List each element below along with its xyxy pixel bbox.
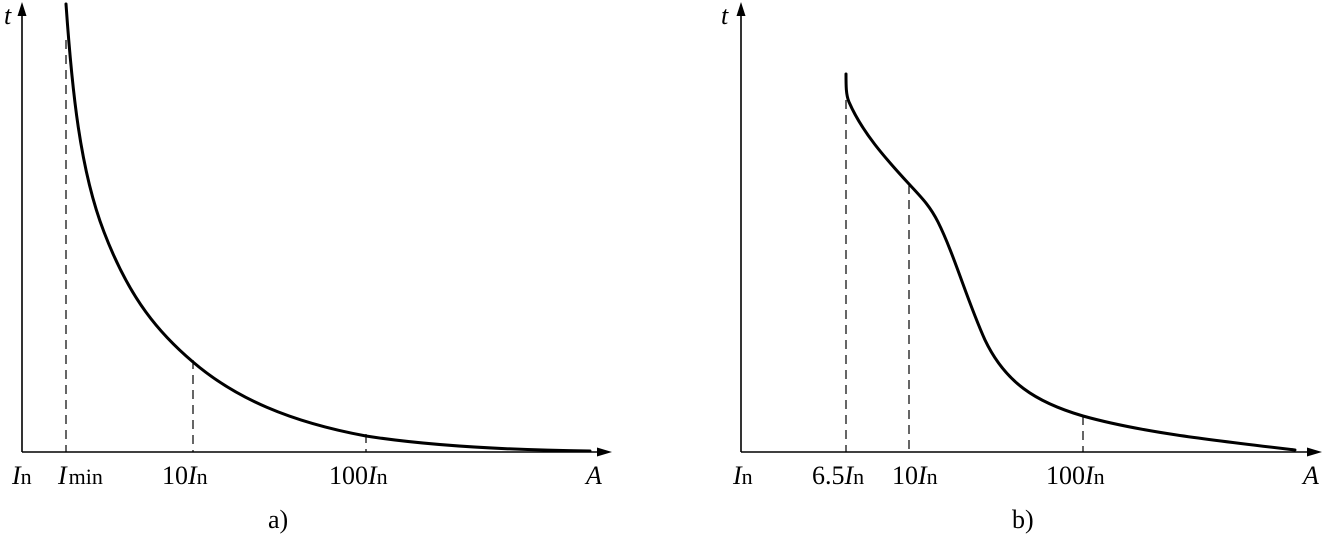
diagram-a-characteristic-curve [64, 2, 592, 453]
diagram-a-x-axis-label: A [584, 461, 602, 490]
diagram-b-tick-label-100in: 100In [1046, 461, 1105, 490]
diagram-b-tick-label-10in: 10In [892, 461, 938, 490]
diagram-b: t A In 6.5In 10In 100In b) [721, 1, 1322, 534]
diagram-b-y-axis-arrow [736, 2, 746, 16]
diagram-a-tick-label-10in: 10In [162, 461, 208, 490]
diagram-b-y-axis-label: t [721, 1, 729, 30]
diagram-a-caption: a) [268, 505, 288, 534]
diagram-b-x-axis-arrow [1307, 447, 1322, 457]
diagram-a: t A In Imin 10In 100In a) [4, 1, 612, 534]
diagram-a-y-axis-arrow [17, 2, 27, 16]
diagram-b-tick-label-6-5in: 6.5In [812, 461, 864, 490]
diagram-a-x-axis-arrow [597, 447, 612, 457]
diagram-a-origin-label: In [11, 461, 32, 490]
diagram-b-caption: b) [1012, 505, 1034, 534]
diagram-b-origin-label: In [732, 461, 753, 490]
diagram-a-y-axis-label: t [4, 1, 12, 30]
diagram-a-tick-label-100in: 100In [329, 461, 388, 490]
diagram-a-tick-label-imin: Imin [57, 461, 103, 490]
diagram-b-characteristic-curve [844, 72, 1297, 452]
diagram-b-x-axis-label: A [1301, 461, 1319, 490]
